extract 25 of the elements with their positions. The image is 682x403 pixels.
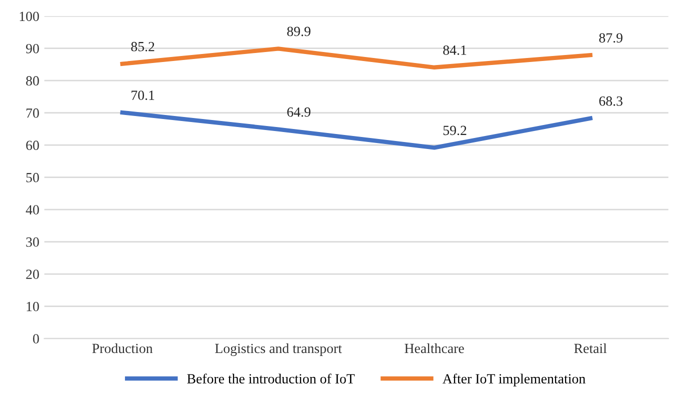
legend-label: Before the introduction of IoT	[187, 374, 355, 384]
y-tick-label: 50	[26, 172, 39, 182]
y-tick-label: 100	[20, 12, 39, 22]
x-tick-label: Production	[92, 343, 153, 354]
x-tick-label: Logistics and transport	[215, 343, 342, 356]
y-tick-label: 30	[26, 237, 39, 247]
data-label: 89.9	[287, 26, 310, 36]
y-tick-label: 10	[26, 302, 39, 312]
y-tick-label: 80	[26, 76, 39, 86]
data-label: 64.9	[287, 107, 310, 117]
data-label: 70.1	[132, 90, 154, 100]
data-label: 85.2	[131, 42, 154, 52]
data-label: 68.3	[599, 96, 622, 106]
x-tick-label: Healthcare	[404, 343, 464, 354]
x-tick-label: Retail	[574, 343, 607, 354]
data-label: 87.9	[599, 33, 622, 43]
data-label: 84.1	[443, 45, 466, 55]
y-tick-label: 70	[26, 108, 39, 118]
y-tick-label: 60	[26, 140, 39, 150]
y-tick-label: 90	[26, 44, 39, 54]
legend-label: After IoT implementation	[442, 374, 586, 386]
data-label: 59.2	[443, 126, 466, 136]
y-tick-label: 40	[26, 205, 39, 215]
y-tick-label: 20	[26, 270, 39, 279]
y-tick-label: 0	[33, 334, 39, 344]
